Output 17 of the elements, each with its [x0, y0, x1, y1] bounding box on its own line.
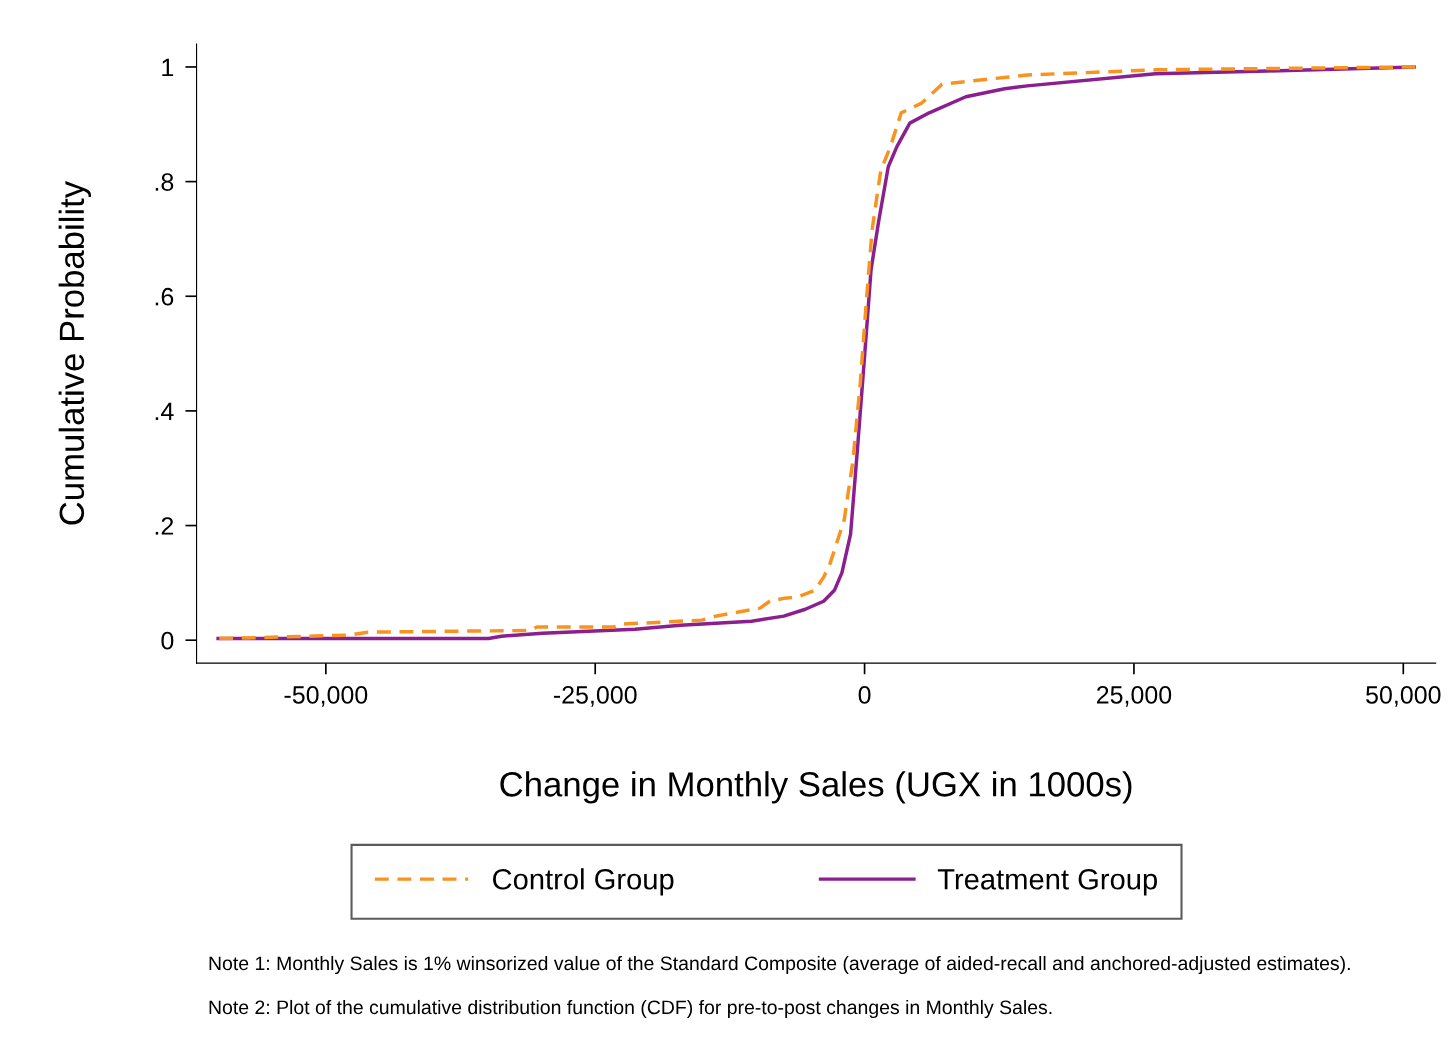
x-tick-label: 0: [858, 686, 871, 704]
y-axis-title: Cumulative Probability: [58, 180, 91, 525]
x-axis-title: Change in Monthly Sales (UGX in 1000s): [500, 771, 1132, 804]
x-tick-label: 25,000: [1096, 686, 1172, 707]
x-tick-label: 50,000: [1366, 686, 1441, 707]
x-tick-label: -25,000: [553, 686, 637, 707]
text: Note 1: Monthly Sales is 1% winsorized value of the Standard Composite (average of aided-recall and anchored-adjusted estimates).: [209, 955, 1350, 975]
y-tick-label: .4: [155, 402, 174, 420]
y-tick-label: .6: [155, 287, 174, 306]
y-tick-label: 1: [162, 58, 174, 77]
legend-label: Control Group: [493, 868, 674, 896]
y-tick-label: 0: [161, 631, 174, 650]
y-tick-label: .8: [155, 173, 174, 191]
legend-label: Treatment Group: [937, 868, 1157, 896]
text: Note 2: Plot of the cumulative distribution function (CDF) for pre-to-post changes in Monthly Sales.: [209, 999, 1052, 1019]
x-tick-label: -50,000: [284, 686, 368, 707]
y-tick-label: .2: [155, 517, 174, 535]
